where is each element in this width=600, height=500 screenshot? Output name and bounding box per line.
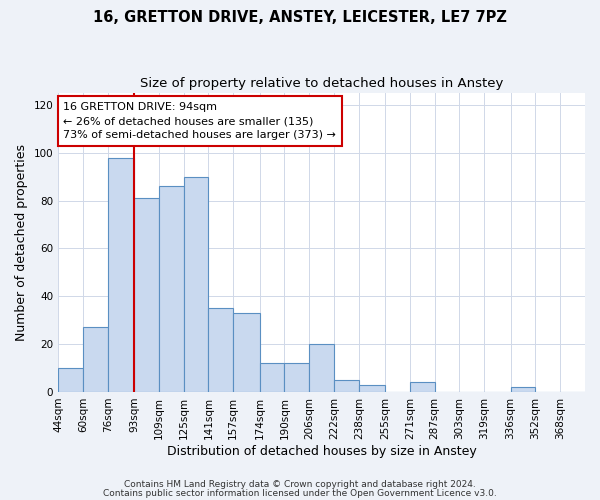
Bar [511, 387, 535, 392]
Bar [83, 328, 108, 392]
Bar [284, 364, 309, 392]
Bar [134, 198, 159, 392]
Text: 16 GRETTON DRIVE: 94sqm
← 26% of detached houses are smaller (135)
73% of semi-d: 16 GRETTON DRIVE: 94sqm ← 26% of detache… [64, 102, 337, 140]
Bar [184, 176, 208, 392]
Bar [108, 158, 134, 392]
Text: Contains public sector information licensed under the Open Government Licence v3: Contains public sector information licen… [103, 488, 497, 498]
Title: Size of property relative to detached houses in Anstey: Size of property relative to detached ho… [140, 78, 503, 90]
Bar [309, 344, 334, 392]
Bar [58, 368, 83, 392]
Y-axis label: Number of detached properties: Number of detached properties [15, 144, 28, 341]
Text: Contains HM Land Registry data © Crown copyright and database right 2024.: Contains HM Land Registry data © Crown c… [124, 480, 476, 489]
Bar [260, 364, 284, 392]
Bar [208, 308, 233, 392]
X-axis label: Distribution of detached houses by size in Anstey: Distribution of detached houses by size … [167, 444, 476, 458]
Bar [233, 313, 260, 392]
Text: 16, GRETTON DRIVE, ANSTEY, LEICESTER, LE7 7PZ: 16, GRETTON DRIVE, ANSTEY, LEICESTER, LE… [93, 10, 507, 25]
Bar [359, 385, 385, 392]
Bar [159, 186, 184, 392]
Bar [334, 380, 359, 392]
Bar [410, 382, 434, 392]
